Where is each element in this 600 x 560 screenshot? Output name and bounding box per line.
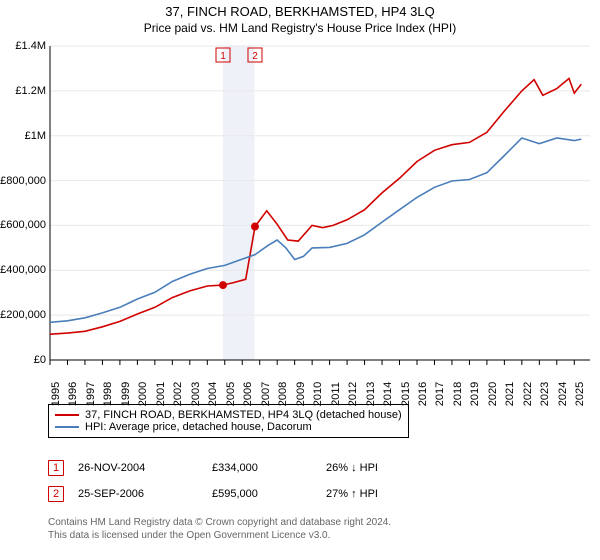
chart-title-text: 37, FINCH ROAD, BERKHAMSTED, HP4 3LQ xyxy=(165,4,434,19)
x-tick-label: 2014 xyxy=(382,382,394,406)
transaction-vs-hpi: 27% ↑ HPI xyxy=(326,488,426,500)
x-tick-label: 2009 xyxy=(295,382,307,406)
x-tick-label: 2016 xyxy=(417,382,429,406)
x-tick-label: 2024 xyxy=(557,382,569,406)
chart-title: 37, FINCH ROAD, BERKHAMSTED, HP4 3LQ xyxy=(0,0,600,19)
footer-line-1: Contains HM Land Registry data © Crown c… xyxy=(48,516,391,529)
footer-line-2: This data is licensed under the Open Gov… xyxy=(48,529,391,542)
chart-subtitle: Price paid vs. HM Land Registry's House … xyxy=(0,21,600,35)
transaction-price: £595,000 xyxy=(212,488,312,500)
x-tick-label: 2006 xyxy=(242,382,254,406)
svg-text:1: 1 xyxy=(220,51,226,62)
y-tick-label: £600,000 xyxy=(0,219,46,231)
transaction-band xyxy=(223,46,254,360)
legend-swatch xyxy=(55,426,79,428)
plot-svg: 12 xyxy=(50,46,590,360)
x-tick-label: 1997 xyxy=(85,382,97,406)
plot-area: 12 xyxy=(50,46,590,360)
x-tick-label: 2011 xyxy=(330,382,342,406)
marker-badge: 1 xyxy=(48,460,64,476)
y-tick-label: £800,000 xyxy=(0,175,46,187)
x-tick-label: 2025 xyxy=(574,382,586,406)
transaction-marker-1 xyxy=(219,281,227,289)
x-tick-label: 1995 xyxy=(50,382,62,406)
transaction-marker-2 xyxy=(251,223,259,231)
x-tick-label: 2000 xyxy=(137,382,149,406)
chart-subtitle-text: Price paid vs. HM Land Registry's House … xyxy=(144,21,456,35)
x-tick-label: 1996 xyxy=(67,382,79,406)
x-tick-label: 2018 xyxy=(452,382,464,406)
x-tick-label: 2008 xyxy=(277,382,289,406)
x-tick-label: 2010 xyxy=(312,382,324,406)
x-tick-label: 2003 xyxy=(190,382,202,406)
x-tick-label: 2022 xyxy=(522,382,534,406)
x-tick-label: 2012 xyxy=(347,382,359,406)
legend-item-hpi: HPI: Average price, detached house, Daco… xyxy=(55,421,402,433)
y-tick-label: £400,000 xyxy=(0,264,46,276)
x-tick-label: 2019 xyxy=(469,382,481,406)
x-tick-label: 2002 xyxy=(172,382,184,406)
legend-label: 37, FINCH ROAD, BERKHAMSTED, HP4 3LQ (de… xyxy=(85,409,402,421)
y-tick-label: £1.4M xyxy=(0,40,46,52)
x-tick-label: 2007 xyxy=(260,382,272,406)
transaction-date: 25-SEP-2006 xyxy=(78,488,198,500)
x-tick-label: 1998 xyxy=(102,382,114,406)
x-tick-label: 2013 xyxy=(365,382,377,406)
x-tick-label: 2023 xyxy=(539,382,551,406)
x-tick-label: 2017 xyxy=(434,382,446,406)
x-tick-label: 2004 xyxy=(207,382,219,406)
x-tick-label: 2015 xyxy=(400,382,412,406)
marker-badge: 2 xyxy=(48,486,64,502)
legend-swatch xyxy=(55,414,79,416)
transaction-row-2: 2 25-SEP-2006 £595,000 27% ↑ HPI xyxy=(48,486,426,502)
x-tick-label: 2020 xyxy=(487,382,499,406)
y-tick-label: £1.2M xyxy=(0,85,46,97)
attribution-footer: Contains HM Land Registry data © Crown c… xyxy=(48,516,391,542)
chart-container: 37, FINCH ROAD, BERKHAMSTED, HP4 3LQ Pri… xyxy=(0,0,600,560)
transaction-vs-hpi: 26% ↓ HPI xyxy=(326,462,426,474)
series-hpi xyxy=(50,138,581,322)
svg-text:2: 2 xyxy=(252,51,258,62)
legend-item-property: 37, FINCH ROAD, BERKHAMSTED, HP4 3LQ (de… xyxy=(55,409,402,421)
x-tick-label: 2021 xyxy=(504,382,516,406)
legend-box: 37, FINCH ROAD, BERKHAMSTED, HP4 3LQ (de… xyxy=(48,404,409,438)
legend-label: HPI: Average price, detached house, Daco… xyxy=(85,421,312,433)
transaction-date: 26-NOV-2004 xyxy=(78,462,198,474)
y-tick-label: £1M xyxy=(0,130,46,142)
x-tick-label: 2005 xyxy=(225,382,237,406)
series-property xyxy=(50,79,581,335)
x-tick-label: 1999 xyxy=(120,382,132,406)
y-tick-label: £0 xyxy=(0,354,46,366)
transaction-price: £334,000 xyxy=(212,462,312,474)
x-tick-label: 2001 xyxy=(155,382,167,406)
transaction-row-1: 1 26-NOV-2004 £334,000 26% ↓ HPI xyxy=(48,460,426,476)
y-tick-label: £200,000 xyxy=(0,309,46,321)
